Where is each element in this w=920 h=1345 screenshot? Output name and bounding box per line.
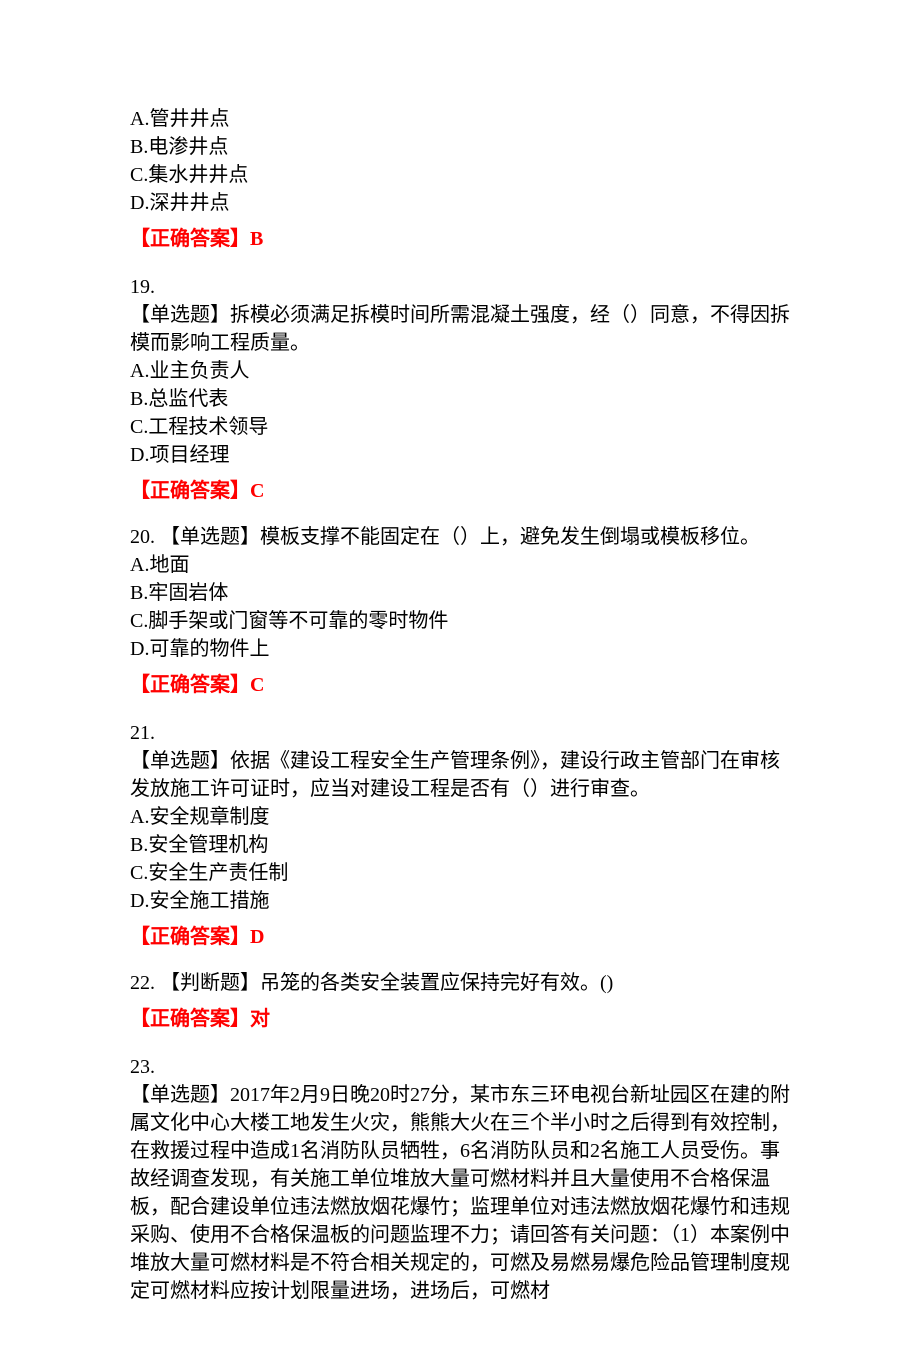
question-number: 23.	[130, 1053, 795, 1081]
option-c: C.脚手架或门窗等不可靠的零时物件	[130, 607, 795, 635]
option-d: D.安全施工措施	[130, 887, 795, 915]
option-a: A.业主负责人	[130, 357, 795, 385]
option-d: D.深井井点	[130, 189, 795, 217]
option-b: B.牢固岩体	[130, 579, 795, 607]
question-22: 22. 【判断题】吊笼的各类安全装置应保持完好有效。() 【正确答案】对	[130, 969, 795, 1033]
question-21: 21. 【单选题】依据《建设工程安全生产管理条例》，建设行政主管部门在审核发放施…	[130, 719, 795, 951]
option-a: A.安全规章制度	[130, 803, 795, 831]
document-page: A.管井井点 B.电渗井点 C.集水井井点 D.深井井点 【正确答案】B 19.…	[0, 0, 920, 1345]
answer-value: C	[250, 480, 264, 502]
option-a: A.地面	[130, 551, 795, 579]
question-stem: 20. 【单选题】模板支撑不能固定在（）上，避免发生倒塌或模板移位。	[130, 523, 795, 551]
option-d: D.项目经理	[130, 441, 795, 469]
answer-label: 【正确答案】	[130, 674, 250, 696]
answer-value: B	[250, 228, 263, 250]
question-stem: 【单选题】2017年2月9日晚20时27分，某市东三环电视台新址园区在建的附属文…	[130, 1081, 795, 1305]
option-b: B.总监代表	[130, 385, 795, 413]
question-number: 19.	[130, 273, 795, 301]
option-d: D.可靠的物件上	[130, 635, 795, 663]
answer-value: D	[250, 926, 264, 948]
answer-value: C	[250, 674, 264, 696]
question-19: 19. 【单选题】拆模必须满足拆模时间所需混凝土强度，经（）同意，不得因拆模而影…	[130, 273, 795, 505]
option-b: B.安全管理机构	[130, 831, 795, 859]
answer-label: 【正确答案】	[130, 1008, 250, 1030]
option-c: C.工程技术领导	[130, 413, 795, 441]
question-number: 21.	[130, 719, 795, 747]
answer-label: 【正确答案】	[130, 228, 250, 250]
answer-22: 【正确答案】对	[130, 1005, 795, 1033]
question-20: 20. 【单选题】模板支撑不能固定在（）上，避免发生倒塌或模板移位。 A.地面 …	[130, 523, 795, 699]
option-b: B.电渗井点	[130, 133, 795, 161]
answer-18: 【正确答案】B	[130, 225, 795, 253]
answer-label: 【正确答案】	[130, 480, 250, 502]
answer-value: 对	[250, 1008, 270, 1030]
question-stem: 【单选题】拆模必须满足拆模时间所需混凝土强度，经（）同意，不得因拆模而影响工程质…	[130, 301, 795, 357]
option-c: C.集水井井点	[130, 161, 795, 189]
answer-19: 【正确答案】C	[130, 477, 795, 505]
answer-20: 【正确答案】C	[130, 671, 795, 699]
question-stem: 22. 【判断题】吊笼的各类安全装置应保持完好有效。()	[130, 969, 795, 997]
option-a: A.管井井点	[130, 105, 795, 133]
option-c: C.安全生产责任制	[130, 859, 795, 887]
question-23: 23. 【单选题】2017年2月9日晚20时27分，某市东三环电视台新址园区在建…	[130, 1053, 795, 1305]
question-18-options: A.管井井点 B.电渗井点 C.集水井井点 D.深井井点 【正确答案】B	[130, 105, 795, 253]
answer-label: 【正确答案】	[130, 926, 250, 948]
question-stem: 【单选题】依据《建设工程安全生产管理条例》，建设行政主管部门在审核发放施工许可证…	[130, 747, 795, 803]
answer-21: 【正确答案】D	[130, 923, 795, 951]
